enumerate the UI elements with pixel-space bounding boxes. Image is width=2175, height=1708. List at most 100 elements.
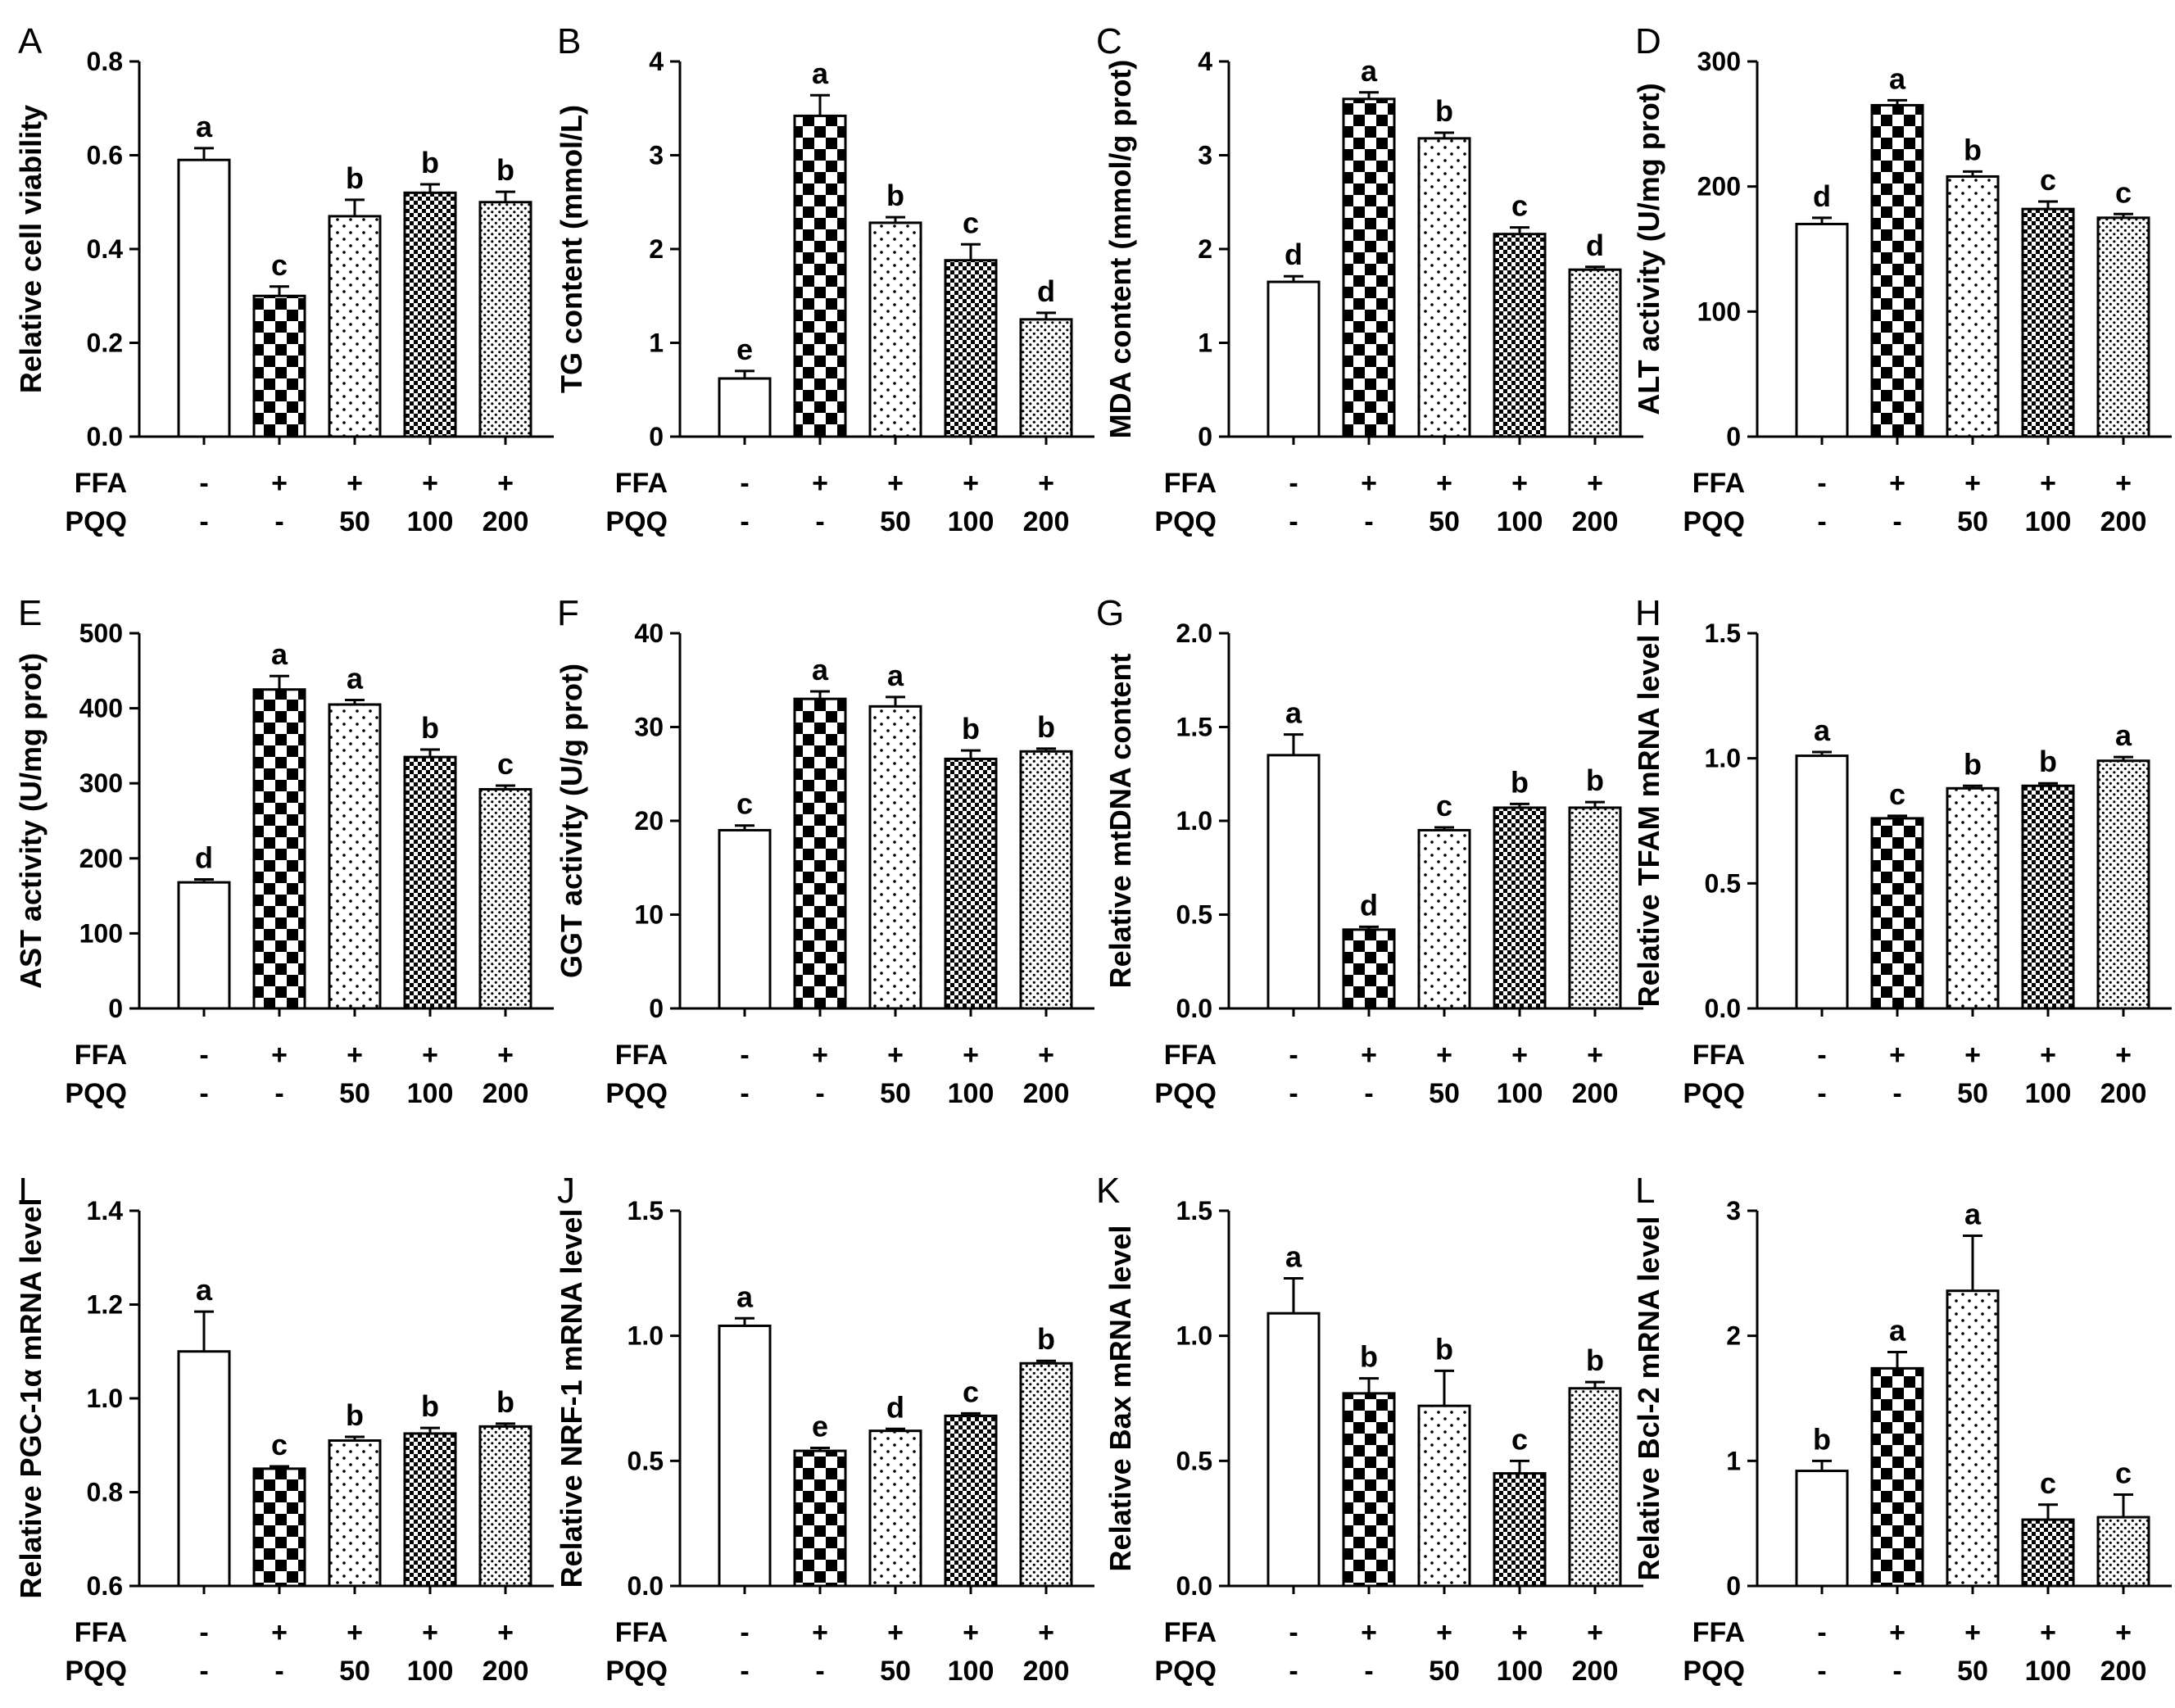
significance-label: b — [2039, 745, 2057, 778]
condition-ffa-label: FFA — [75, 468, 127, 499]
condition-pqq-value: 50 — [339, 1078, 370, 1109]
bar — [1493, 233, 1547, 438]
condition-ffa-value: + — [1964, 468, 1981, 499]
condition-ffa-value: + — [1436, 468, 1452, 499]
condition-pqq-value: - — [1289, 1078, 1298, 1109]
panel-letter: J — [557, 1171, 575, 1211]
bar — [1019, 318, 1073, 438]
bar — [252, 1467, 306, 1588]
condition-ffa-value: - — [199, 1617, 208, 1648]
condition-pqq-value: 100 — [407, 506, 454, 537]
bar — [478, 788, 532, 1010]
condition-pqq-value: - — [1364, 506, 1373, 537]
bar — [403, 191, 457, 438]
significance-label: b — [1435, 94, 1453, 128]
significance-label: a — [196, 110, 213, 143]
bar — [2096, 216, 2150, 438]
condition-ffa-value: + — [422, 468, 438, 499]
bar — [1019, 1361, 1073, 1588]
condition-pqq-label: PQQ — [605, 1656, 668, 1687]
condition-pqq-value: 50 — [1957, 506, 1988, 537]
condition-ffa-value: + — [347, 468, 363, 499]
significance-label: a — [271, 637, 288, 671]
panel-e: E AST activity (U/mg prot) 0 100 200 300 400 50… — [14, 593, 554, 1109]
condition-pqq-value: 100 — [1497, 1656, 1543, 1687]
bar — [793, 114, 847, 438]
y-tick-label: 3 — [649, 141, 664, 170]
y-tick-label: 0.2 — [87, 328, 123, 358]
y-tick-label: 0 — [1198, 422, 1212, 451]
significance-label: a — [1285, 1239, 1303, 1273]
condition-ffa-value: + — [2115, 1040, 2132, 1071]
panel-letter: L — [1635, 1171, 1655, 1211]
condition-pqq-value: 100 — [948, 1656, 995, 1687]
y-tick-label: 40 — [634, 618, 664, 648]
condition-ffa-value: + — [1361, 1040, 1377, 1071]
y-tick-label: 1.5 — [1176, 713, 1212, 742]
significance-label: a — [2115, 718, 2132, 752]
y-tick-label: 0.5 — [1705, 868, 1741, 898]
panel-letter: K — [1096, 1171, 1120, 1211]
condition-pqq-value: - — [1892, 506, 1901, 537]
y-tick-label: 0.5 — [628, 1446, 664, 1475]
bar — [718, 1324, 772, 1588]
condition-pqq-value: 100 — [407, 1078, 454, 1109]
condition-ffa-value: + — [2115, 468, 2132, 499]
condition-pqq-value: 200 — [1023, 1078, 1070, 1109]
condition-ffa-value: + — [1587, 1617, 1603, 1648]
y-tick-label: 20 — [634, 806, 664, 836]
bar — [2021, 207, 2075, 438]
significance-label: c — [963, 1375, 979, 1408]
significance-label: b — [1360, 1340, 1378, 1374]
y-tick-label: 1.4 — [87, 1196, 124, 1226]
significance-label: a — [887, 659, 904, 692]
condition-pqq-label: PQQ — [1683, 1078, 1745, 1109]
condition-pqq-value: 200 — [1572, 1078, 1619, 1109]
condition-ffa-value: + — [422, 1040, 438, 1071]
condition-pqq-value: 100 — [2025, 506, 2072, 537]
bar — [1019, 750, 1073, 1010]
y-tick-label: 0.8 — [87, 47, 123, 76]
y-tick-label: 0.6 — [87, 141, 123, 170]
condition-pqq-value: 200 — [483, 1078, 529, 1109]
condition-ffa-value: + — [887, 1040, 904, 1071]
bar — [328, 1439, 382, 1588]
condition-pqq-value: 200 — [483, 1656, 529, 1687]
bar — [1417, 1404, 1471, 1588]
bar — [328, 703, 382, 1010]
significance-label: c — [736, 787, 753, 821]
y-tick-label: 1.0 — [1176, 806, 1212, 836]
condition-ffa-value: + — [812, 1040, 828, 1071]
panel-letter: C — [1096, 21, 1122, 61]
condition-pqq-value: - — [1817, 1656, 1826, 1687]
panel-letter: D — [1635, 21, 1661, 61]
condition-pqq-value: 200 — [1572, 1656, 1619, 1687]
condition-ffa-value: + — [1964, 1040, 1981, 1071]
bar — [1342, 928, 1396, 1010]
y-tick-label: 1.5 — [1176, 1196, 1212, 1226]
condition-ffa-value: - — [740, 468, 749, 499]
condition-pqq-value: - — [1364, 1656, 1373, 1687]
significance-label: a — [812, 653, 829, 686]
y-tick-label: 3 — [1198, 141, 1212, 170]
panel-letter: H — [1635, 593, 1661, 633]
panel-letter: I — [18, 1171, 28, 1211]
condition-pqq-value: 50 — [1429, 1078, 1460, 1109]
y-tick-label: 0.4 — [87, 234, 124, 264]
condition-ffa-value: + — [497, 468, 514, 499]
condition-ffa-value: + — [963, 1040, 979, 1071]
significance-label: d — [886, 1390, 904, 1424]
y-tick-label: 0.5 — [1176, 900, 1212, 930]
y-tick-label: 0.0 — [1176, 994, 1212, 1023]
bar — [944, 1414, 998, 1588]
bar — [177, 158, 231, 438]
condition-ffa-label: FFA — [1692, 468, 1745, 499]
bar — [252, 294, 306, 438]
condition-pqq-label: PQQ — [65, 506, 127, 537]
condition-ffa-value: + — [963, 1617, 979, 1648]
y-tick-label: 0 — [1726, 422, 1741, 451]
condition-ffa-value: + — [2040, 1040, 2056, 1071]
bar — [478, 1425, 532, 1588]
